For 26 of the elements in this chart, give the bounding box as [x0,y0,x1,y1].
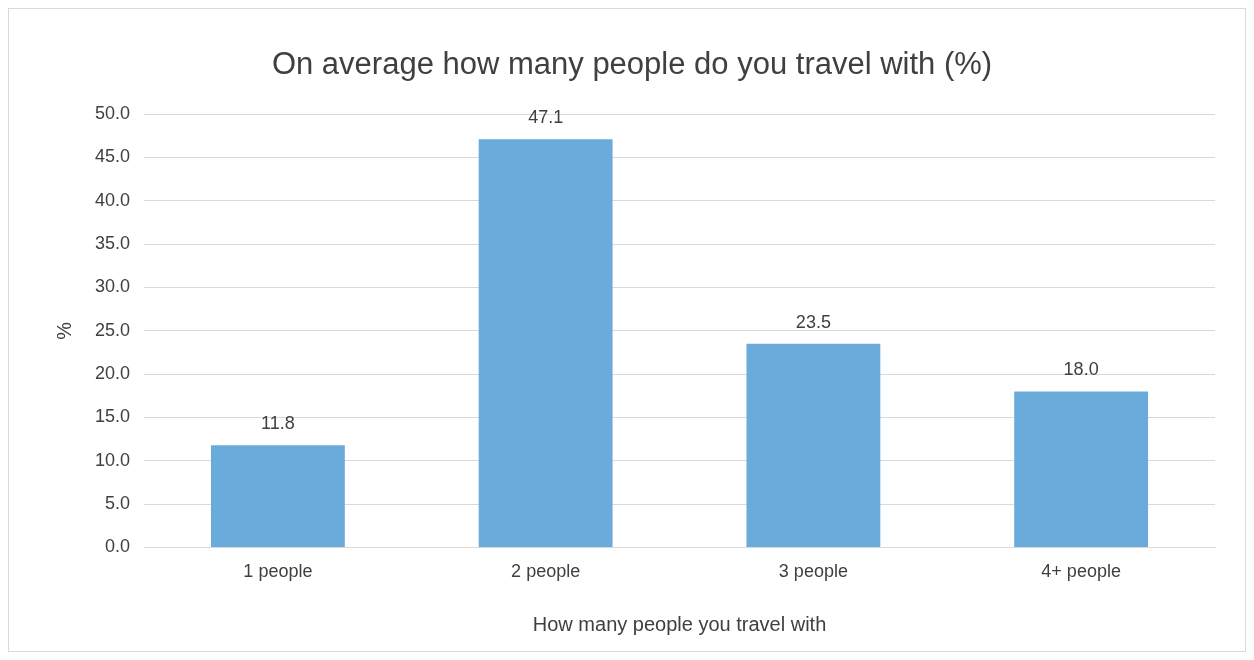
y-tick-label: 5.0 [105,493,131,514]
bar [1014,391,1149,547]
y-tick-label: 45.0 [94,146,131,167]
y-tick-label: 25.0 [94,319,131,340]
chart-title: On average how many people do you travel with (%) [271,46,993,82]
y-tick-label: 20.0 [94,363,131,384]
bar [746,343,881,547]
bar [478,139,613,547]
bar [210,445,345,547]
y-tick-label: 30.0 [94,276,131,297]
y-tick-label: 15.0 [94,406,131,427]
y-tick-label: 40.0 [94,189,131,210]
y-tick-label: 35.0 [94,233,131,254]
x-tick-label: 4+ people [1041,561,1121,582]
x-tick-label: 1 people [243,561,313,582]
data-label: 23.5 [795,311,831,332]
y-tick-label: 50.0 [94,103,131,124]
x-tick-label: 3 people [778,561,848,582]
data-label: 11.8 [261,413,295,434]
x-axis-title: How many people you travel with [532,612,827,635]
y-tick-label: 0.0 [105,536,131,557]
data-label: 18.0 [1063,359,1099,380]
data-label: 47.1 [528,107,564,128]
y-axis-title: % [52,321,75,340]
x-tick-label: 2 people [511,561,581,582]
y-tick-label: 10.0 [94,449,131,470]
